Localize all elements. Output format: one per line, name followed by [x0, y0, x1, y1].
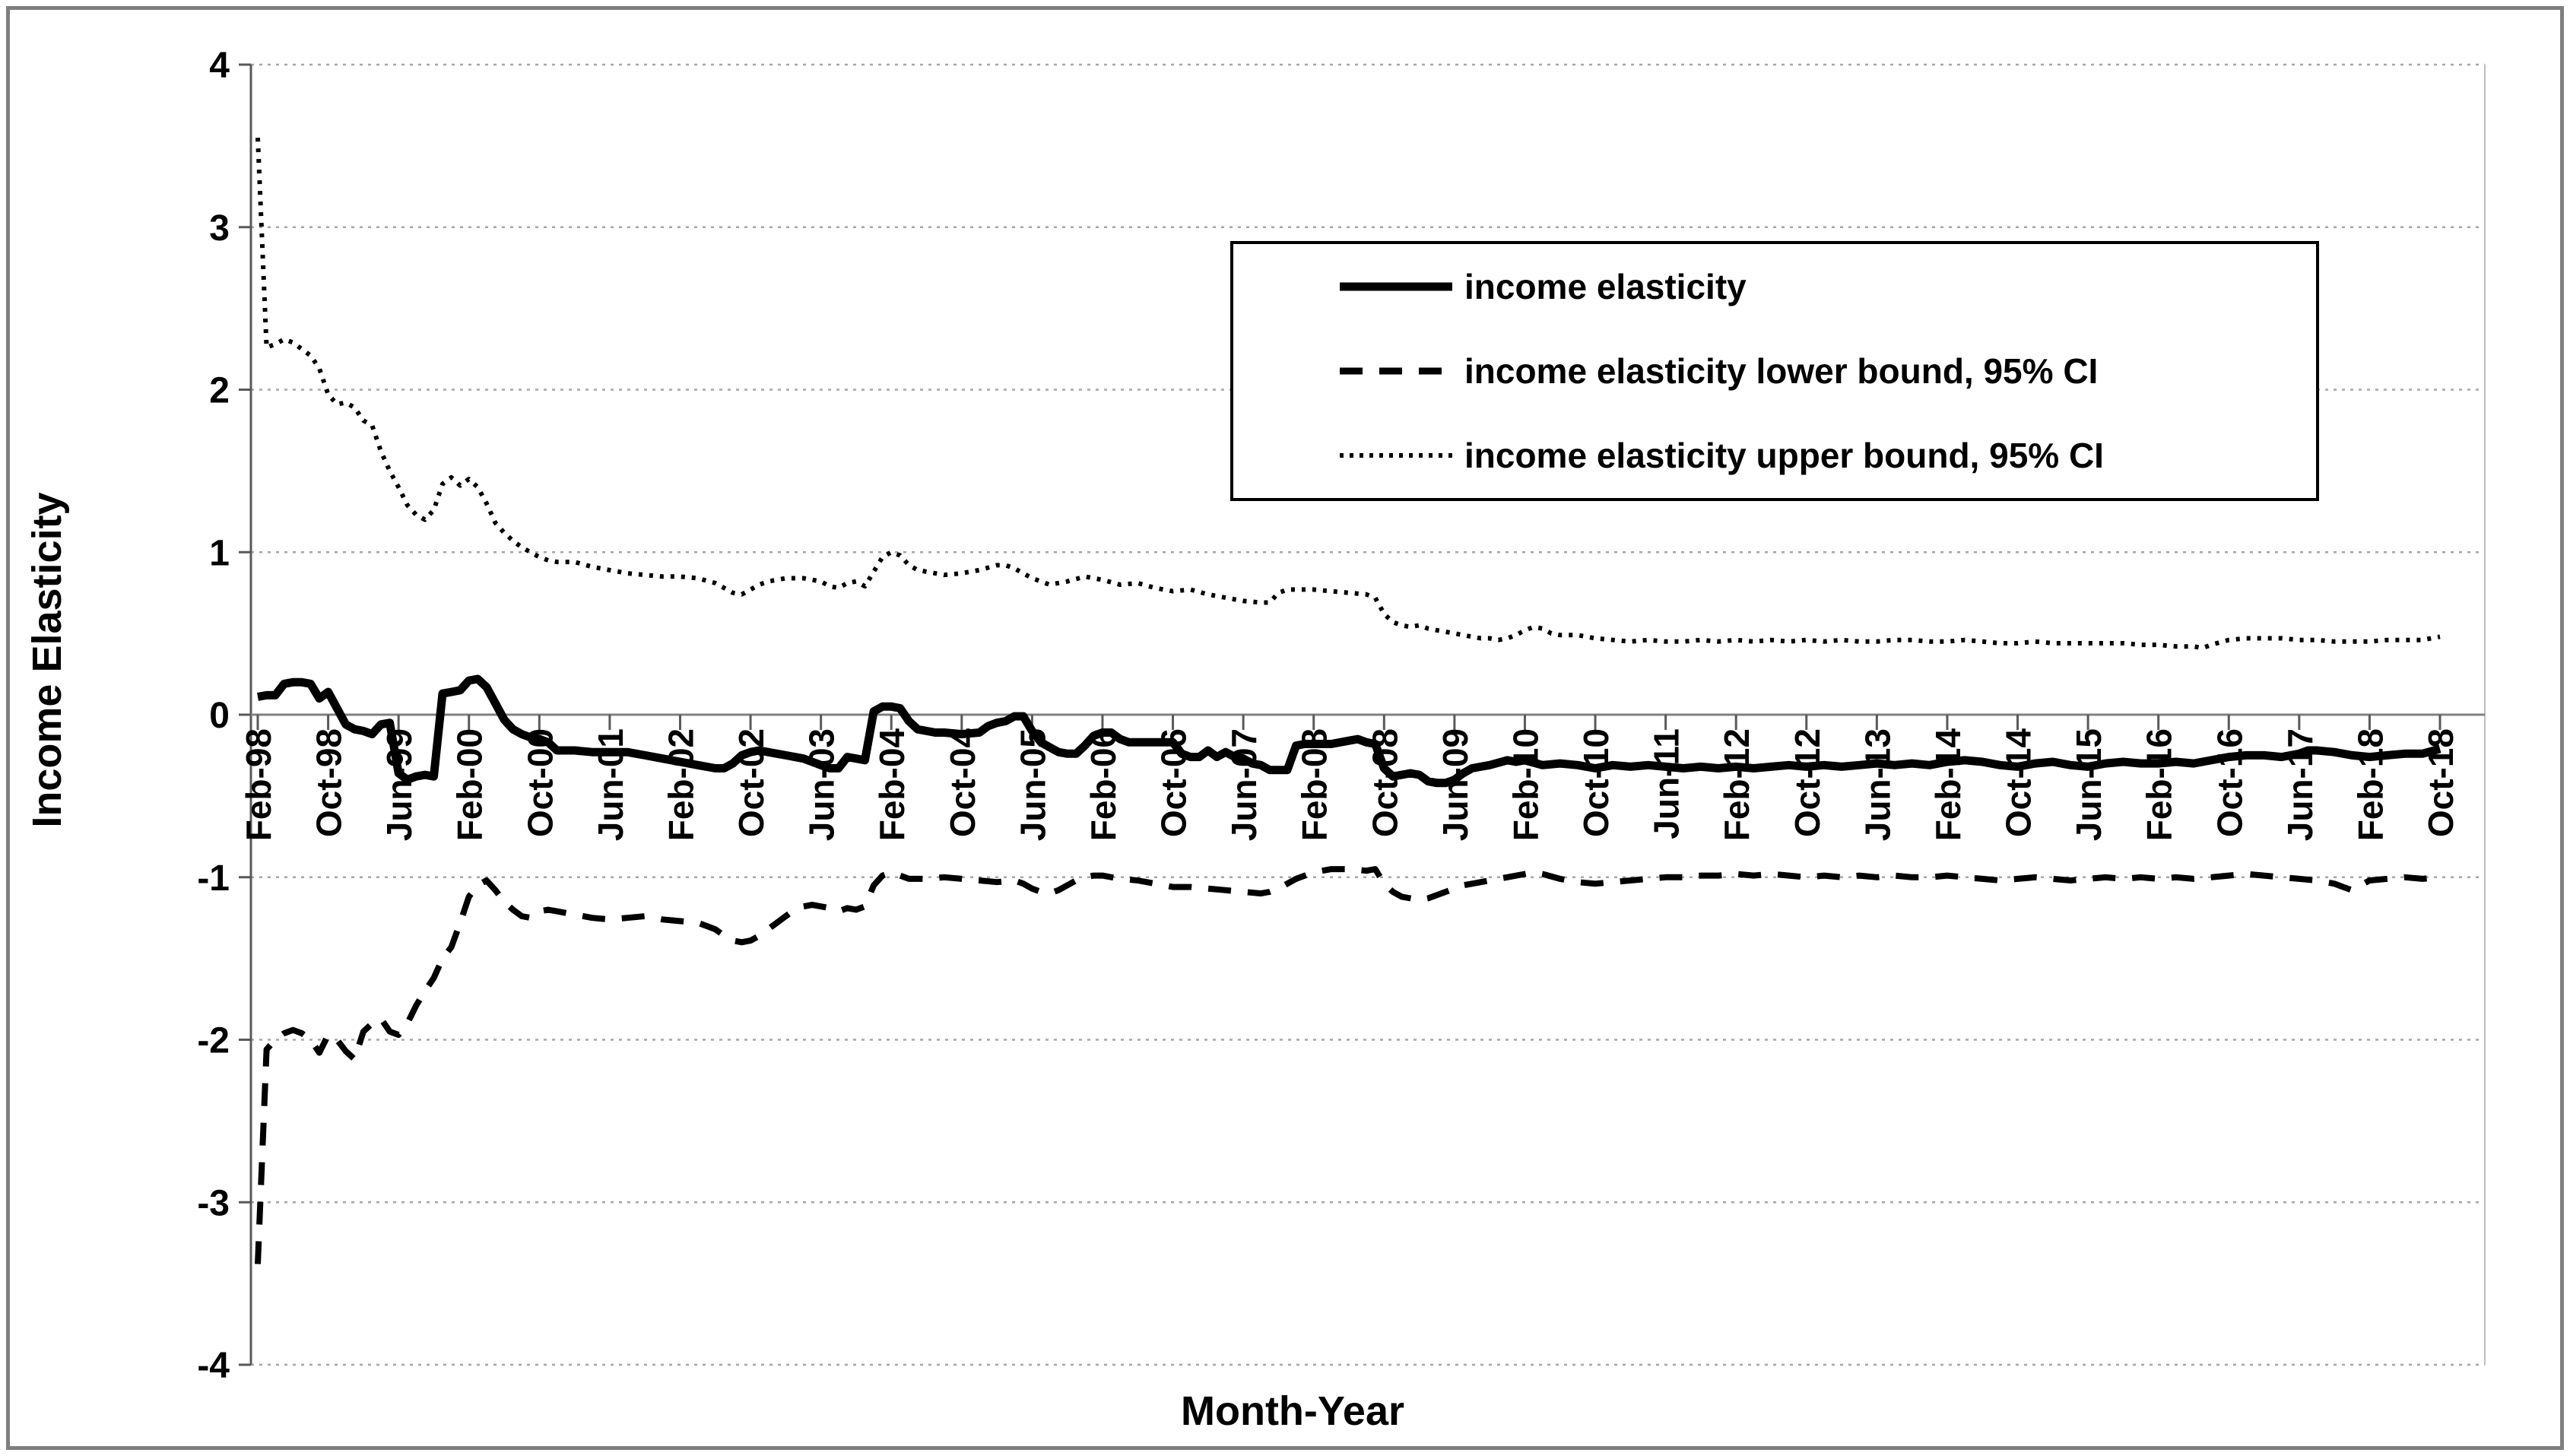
y-tick-label: -2 — [197, 1021, 230, 1061]
x-tick-label: Oct-98 — [309, 728, 349, 837]
dotted-line-sample — [1340, 453, 1452, 458]
legend-entry-income-elasticity: income elasticity — [1233, 245, 2316, 328]
dashed-line-sample — [1340, 367, 1452, 375]
legend: income elasticity income elasticity lowe… — [1230, 241, 2319, 501]
series-line-dotted — [255, 138, 2441, 651]
solid-line-sample — [1340, 282, 1452, 291]
x-tick-label: Feb-10 — [1506, 728, 1545, 841]
y-tick-label: 2 — [209, 371, 230, 411]
x-tick-label: Feb-12 — [1717, 728, 1756, 841]
x-tick-label: Feb-00 — [450, 728, 490, 841]
y-axis-title: Income Elasticity — [24, 492, 70, 828]
x-tick-label: Feb-18 — [2350, 728, 2390, 841]
x-tick-label: Feb-14 — [1928, 728, 1968, 842]
x-tick-label: Feb-16 — [2140, 728, 2179, 841]
x-tick-label: Oct-12 — [1788, 728, 1827, 837]
legend-label: income elasticity upper bound, 95% CI — [1464, 436, 2104, 476]
x-tick-label: Oct-02 — [731, 728, 771, 837]
x-axis-title: Month-Year — [1180, 1388, 1405, 1434]
x-tick-label: Jun-07 — [1224, 728, 1264, 841]
legend-entry-upper-bound: income elasticity upper bound, 95% CI — [1233, 414, 2316, 497]
x-tick-label: Oct-10 — [1576, 728, 1616, 837]
x-tick-label: Oct-14 — [1999, 728, 2039, 838]
series-line-dashed — [255, 866, 2441, 1264]
x-tick-label: Oct-18 — [2421, 728, 2461, 837]
x-tick-label: Oct-04 — [943, 728, 982, 838]
x-tick-label: Feb-98 — [239, 728, 278, 841]
legend-label: income elasticity — [1464, 266, 1747, 306]
y-tick-label: -3 — [197, 1183, 230, 1223]
legend-label: income elasticity lower bound, 95% CI — [1464, 351, 2099, 391]
x-tick-label: Jun-11 — [1647, 728, 1686, 839]
series-line-solid — [257, 674, 2442, 788]
x-tick-label: Jun-03 — [802, 728, 842, 841]
x-tick-label: Jun-01 — [591, 728, 630, 841]
x-tick-label: Jun-15 — [2069, 728, 2108, 841]
legend-entry-lower-bound: income elasticity lower bound, 95% CI — [1233, 329, 2316, 413]
x-tick-label: Jun-17 — [2280, 728, 2320, 841]
x-tick-label: Feb-06 — [1084, 728, 1123, 841]
y-tick-label: 3 — [209, 208, 230, 249]
y-tick-label: -4 — [197, 1346, 230, 1386]
y-tick-label: 1 — [209, 533, 230, 573]
x-tick-label: Jun-99 — [379, 728, 419, 841]
x-tick-label: Feb-02 — [661, 728, 700, 841]
y-tick-label: -1 — [197, 858, 230, 899]
x-tick-label: Feb-04 — [872, 728, 912, 842]
y-tick-label: 4 — [209, 46, 230, 86]
y-tick-label: 0 — [209, 696, 230, 736]
x-tick-label: Oct-16 — [2210, 728, 2249, 837]
x-tick-label: Jun-13 — [1858, 728, 1897, 841]
